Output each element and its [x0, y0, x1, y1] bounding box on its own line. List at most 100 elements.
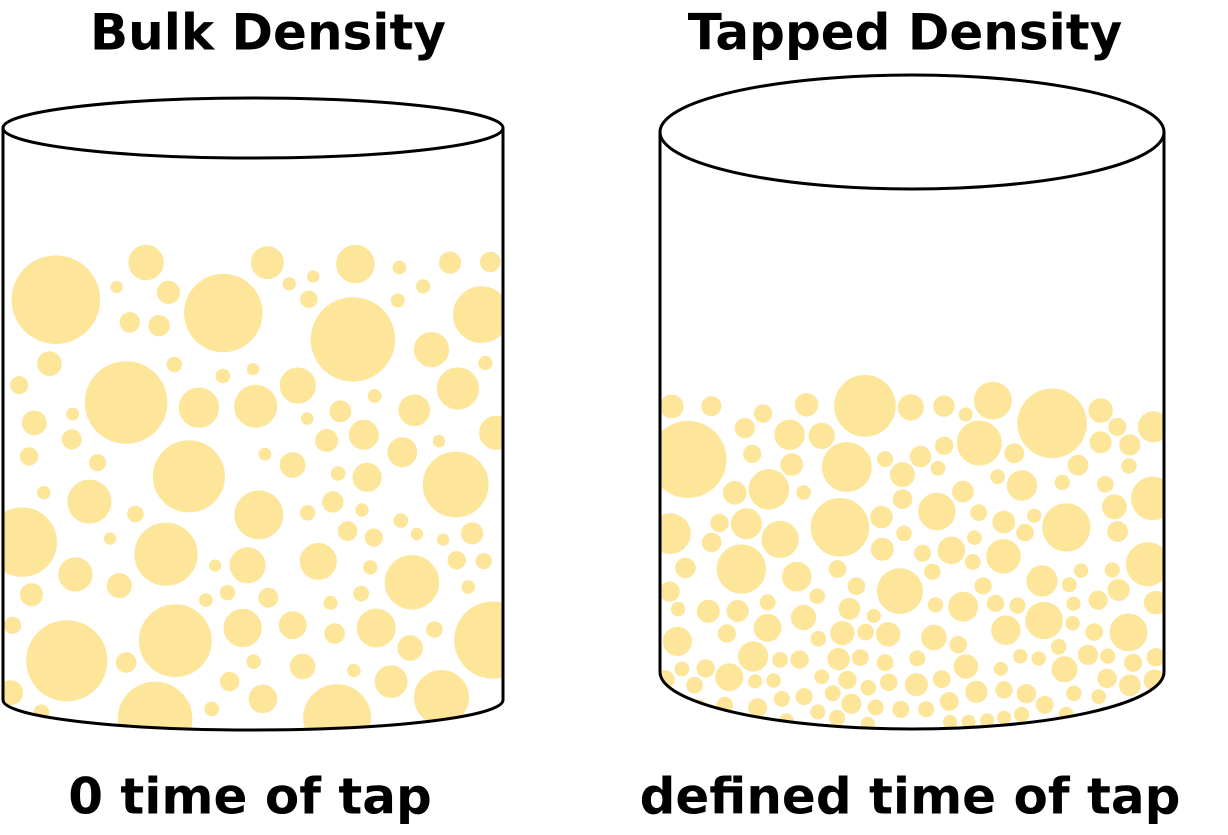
particle [808, 496, 872, 559]
particle [673, 555, 698, 581]
particle [1083, 621, 1105, 643]
particle [660, 418, 729, 500]
particle [660, 668, 677, 692]
particle [1147, 700, 1164, 723]
particle [836, 595, 863, 622]
particle [459, 520, 486, 547]
particle [984, 537, 1023, 576]
particle [715, 622, 739, 645]
particle [1059, 575, 1079, 595]
particle [858, 678, 879, 698]
particle [115, 679, 195, 730]
particle [1072, 715, 1091, 729]
particle [17, 445, 41, 468]
particle [720, 479, 749, 507]
particle [256, 585, 281, 610]
particle [930, 668, 953, 690]
particle [989, 613, 1023, 647]
cylinder-body [658, 132, 1166, 731]
particle [968, 502, 990, 523]
particle [452, 599, 503, 681]
particle [150, 438, 227, 515]
particle [117, 310, 143, 335]
particle [988, 467, 1007, 487]
panel-title: Tapped Density [688, 4, 1123, 62]
particle [277, 365, 318, 406]
particle [951, 652, 981, 681]
particle [320, 489, 346, 515]
particle [256, 445, 274, 463]
particle [1135, 409, 1164, 445]
particle [660, 712, 674, 729]
particle [868, 535, 896, 563]
particle [673, 710, 693, 729]
particle [65, 477, 114, 526]
particle [965, 528, 984, 548]
particle [972, 575, 994, 597]
particle [746, 672, 765, 691]
particle [826, 558, 849, 580]
panel-caption: 0 time of tap [68, 768, 432, 826]
particle [202, 699, 222, 719]
particle [822, 683, 843, 704]
particle [335, 519, 360, 543]
particle [812, 667, 832, 687]
particle [137, 602, 214, 680]
particle [946, 589, 981, 624]
particle [894, 523, 914, 544]
particle [1095, 666, 1119, 691]
particle [855, 621, 876, 643]
particle [244, 652, 263, 671]
particle [984, 592, 1007, 615]
particle [1086, 396, 1115, 425]
particle [1049, 654, 1080, 685]
particle [321, 593, 340, 612]
particle [1105, 519, 1130, 544]
particle [345, 661, 363, 680]
particle [1004, 468, 1040, 503]
particle [451, 284, 503, 345]
particle [434, 365, 481, 412]
particle [874, 620, 903, 649]
particle [708, 511, 731, 535]
particle [176, 385, 221, 430]
particle [780, 559, 814, 594]
particle [408, 525, 426, 543]
particle [24, 618, 110, 704]
particle [1107, 611, 1150, 654]
particle [395, 633, 425, 663]
particle [197, 591, 215, 609]
particle [912, 542, 933, 564]
particle [731, 713, 750, 729]
particle [308, 295, 398, 384]
particle [890, 698, 912, 720]
particle [3, 614, 24, 637]
particle [806, 420, 837, 451]
particle [354, 606, 398, 650]
particle [1098, 646, 1118, 666]
particle [694, 597, 722, 625]
particle [391, 511, 411, 530]
particle [660, 624, 695, 659]
particle [1011, 647, 1030, 666]
particle [328, 464, 348, 483]
particle [947, 634, 969, 656]
particle [249, 244, 286, 282]
particle [732, 416, 757, 441]
particle [660, 579, 682, 604]
particle [788, 648, 811, 671]
particle [959, 712, 978, 729]
particle [1012, 704, 1032, 725]
particle [950, 478, 976, 505]
particle [473, 551, 494, 572]
particle [132, 520, 200, 588]
particle [1106, 415, 1129, 438]
particle [1086, 588, 1110, 612]
particle [346, 417, 381, 452]
particle [87, 452, 108, 474]
particle [298, 410, 316, 427]
particle [875, 566, 925, 616]
particle [365, 387, 384, 405]
particle [1123, 540, 1164, 589]
particle [104, 571, 134, 601]
